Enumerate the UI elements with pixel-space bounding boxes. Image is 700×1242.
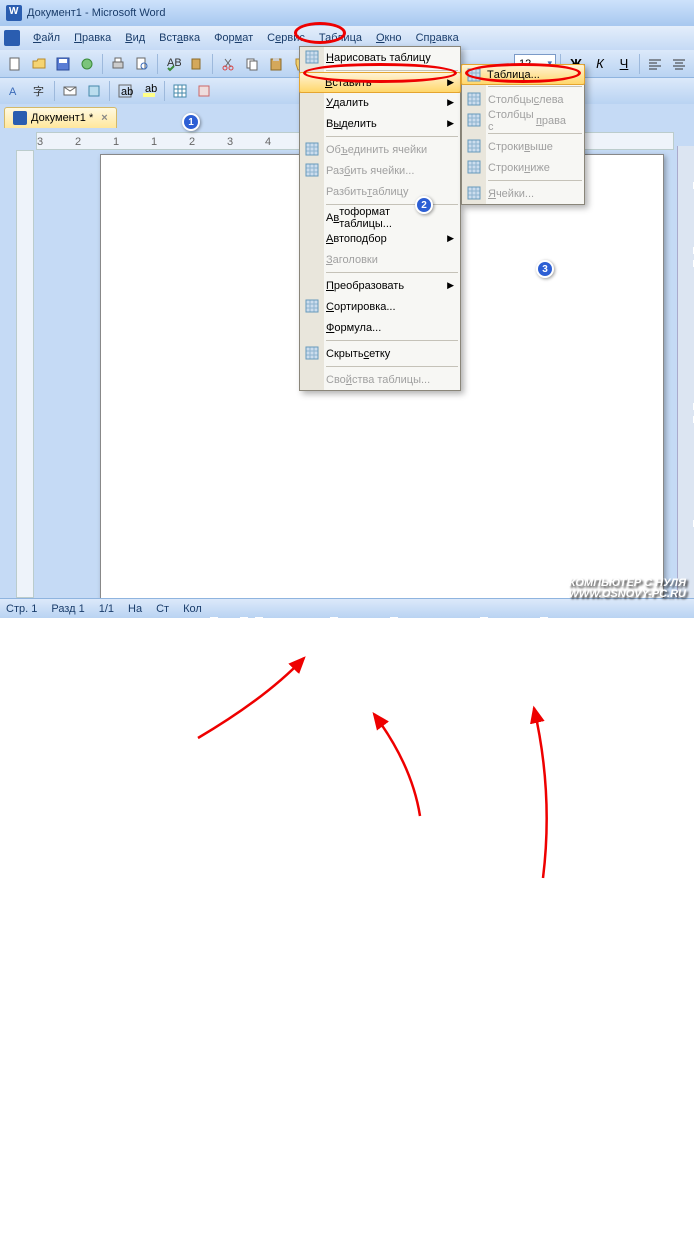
style-icon[interactable]: A	[4, 80, 26, 102]
kanji-icon[interactable]: 字	[28, 80, 50, 102]
close-tool-icon[interactable]	[193, 80, 215, 102]
menu-item: Строки ниже	[462, 157, 584, 178]
status-cell: Разд 1	[51, 603, 84, 615]
copy-icon[interactable]	[241, 53, 263, 75]
menu-item[interactable]: Удалить▶	[300, 92, 460, 113]
print-icon[interactable]	[107, 53, 129, 75]
word-window: Документ1 - Microsoft Word ФайлПравкаВид…	[0, 0, 694, 618]
app-icon	[4, 30, 20, 46]
open-icon[interactable]	[28, 53, 50, 75]
research-icon[interactable]	[186, 53, 208, 75]
menu-item[interactable]: Преобразовать▶	[300, 275, 460, 296]
underline-icon[interactable]: Ч	[613, 53, 635, 75]
permission-icon[interactable]	[76, 53, 98, 75]
align-center-icon[interactable]	[668, 53, 690, 75]
window-title: Документ1 - Microsoft Word	[27, 7, 165, 19]
svg-text:A: A	[9, 86, 17, 98]
menu-формат[interactable]: Формат	[207, 29, 260, 47]
cut-icon[interactable]	[217, 53, 239, 75]
spelling-icon[interactable]: ABC	[162, 53, 184, 75]
text-icon[interactable]: ab	[114, 80, 136, 102]
vertical-scrollbar[interactable]	[677, 146, 694, 598]
insert-icon[interactable]	[83, 80, 105, 102]
menu-item: Свойства таблицы...	[300, 369, 460, 390]
statusbar: Стр. 1 Разд 1 1/1 На Ст Кол	[0, 598, 694, 618]
status-cell: На	[128, 603, 142, 615]
menu-правка[interactable]: Правка	[67, 29, 118, 47]
new-icon[interactable]	[4, 53, 26, 75]
menu-вид[interactable]: Вид	[118, 29, 152, 47]
preview-icon[interactable]	[131, 53, 153, 75]
paste-icon[interactable]	[265, 53, 287, 75]
insert-submenu-dropdown: Таблица...Столбцы слеваСтолбцы справаСтр…	[461, 64, 585, 205]
menu-item[interactable]: Автоформат таблицы...	[300, 207, 460, 228]
menu-item[interactable]: Автоподбор▶	[300, 228, 460, 249]
table-tool-icon[interactable]	[169, 80, 191, 102]
svg-text:ab: ab	[145, 83, 157, 95]
annotation-badge: 3	[536, 260, 554, 278]
annotation-callout	[294, 22, 346, 44]
status-cell: Кол	[183, 603, 202, 615]
save-icon[interactable]	[52, 53, 74, 75]
annotation-callout	[465, 63, 581, 83]
envelope-icon[interactable]	[59, 80, 81, 102]
annotation-badge: 1	[182, 113, 200, 131]
menu-файл[interactable]: Файл	[26, 29, 67, 47]
highlight-icon[interactable]: ab	[138, 80, 160, 102]
annotation-callout	[303, 63, 457, 83]
menu-item: Заголовки	[300, 249, 460, 270]
status-cell: Стр. 1	[6, 603, 37, 615]
annotation-badge: 2	[415, 196, 433, 214]
menu-item[interactable]: Скрыть сетку	[300, 343, 460, 364]
menu-окно[interactable]: Окно	[369, 29, 409, 47]
status-cell: 1/1	[99, 603, 114, 615]
menu-item: Разбить ячейки...	[300, 160, 460, 181]
menu-item: Строки выше	[462, 136, 584, 157]
doc-tab-label: Документ1 *	[31, 112, 93, 124]
word-icon	[6, 5, 22, 21]
doc-icon	[13, 111, 27, 125]
menu-item[interactable]: Сортировка...	[300, 296, 460, 317]
italic-icon[interactable]: К	[589, 53, 611, 75]
menu-вставка[interactable]: Вставка	[152, 29, 207, 47]
menu-item: Ячейки...	[462, 183, 584, 204]
align-left-icon[interactable]	[644, 53, 666, 75]
table-menu-dropdown: Нарисовать таблицуВставить▶Удалить▶Выдел…	[299, 46, 461, 391]
menu-item: Столбцы слева	[462, 89, 584, 110]
menu-item[interactable]: Формула...	[300, 317, 460, 338]
close-tab-icon[interactable]: ×	[101, 112, 107, 124]
titlebar: Документ1 - Microsoft Word	[0, 0, 694, 26]
menu-item[interactable]: Выделить▶	[300, 113, 460, 134]
menu-item: Столбцы справа	[462, 110, 584, 131]
watermark: КОМПЬЮТЕР С НУЛЯ WWW.OSNOVY-PC.RU	[568, 578, 686, 600]
status-cell: Ст	[156, 603, 169, 615]
menu-item: Разбить таблицу	[300, 181, 460, 202]
menu-item: Объединить ячейки	[300, 139, 460, 160]
vertical-ruler[interactable]	[16, 150, 34, 598]
annotation-arrows	[0, 618, 700, 1242]
menu-справка[interactable]: Справка	[409, 29, 466, 47]
svg-text:字: 字	[33, 84, 44, 98]
document-tab[interactable]: Документ1 * ×	[4, 107, 117, 128]
svg-text:ab: ab	[121, 86, 133, 98]
